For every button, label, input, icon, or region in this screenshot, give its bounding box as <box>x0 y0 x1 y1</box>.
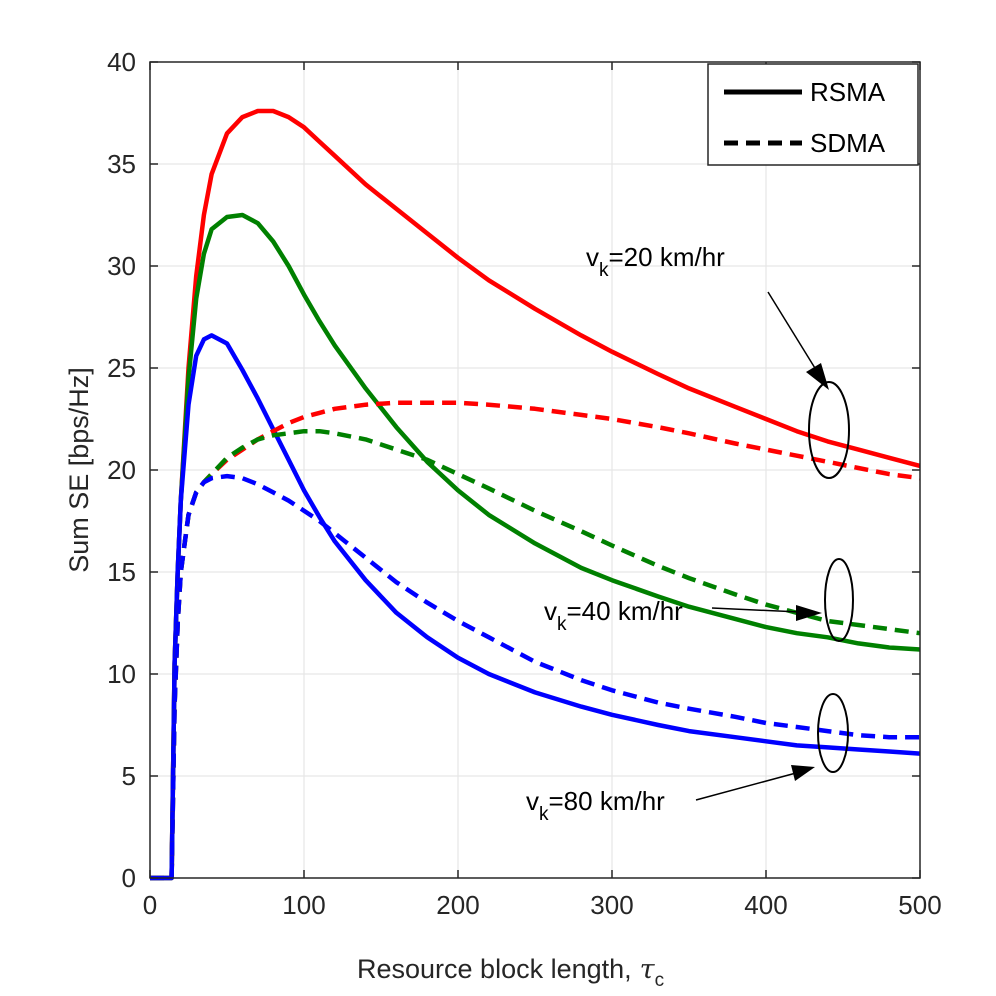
series-line-sdma-4 <box>150 428 921 881</box>
x-tick-label-300: 300 <box>590 890 633 920</box>
annotation-20kmhr: vk=20 km/hr <box>586 242 850 479</box>
annotation-arrow-40kmhr <box>711 607 801 613</box>
annotation-40kmhr: vk=40 km/hr <box>544 558 854 642</box>
legend-box <box>707 63 919 166</box>
annotation-80kmhr: vk=80 km/hr <box>526 693 849 825</box>
legend-label-rsma: RSMA <box>810 77 886 107</box>
series-layer <box>150 108 921 881</box>
y-tick-label-10: 10 <box>107 659 136 689</box>
y-tick-label-20: 20 <box>107 455 136 485</box>
y-axis-label: Sum SE [bps/Hz] <box>64 367 94 573</box>
x-axis-label: Resource block length, τc <box>357 954 664 991</box>
y-tick-label-25: 25 <box>107 353 136 383</box>
annotation-label-20kmhr: vk=20 km/hr <box>586 242 725 281</box>
annotation-ellipse-20kmhr <box>808 381 850 479</box>
y-tick-label-0: 0 <box>122 863 136 893</box>
x-tick-label-400: 400 <box>744 890 787 920</box>
x-tick-label-500: 500 <box>898 890 941 920</box>
axis-ticks: 0 100 200 300 400 500 0 5 10 15 20 25 30 35 40 <box>107 47 942 920</box>
annotation-label-40kmhr: vk=40 km/hr <box>544 596 683 635</box>
x-tick-label-200: 200 <box>436 890 479 920</box>
x-tick-label-0: 0 <box>143 890 157 920</box>
annotation-label-80kmhr: vk=80 km/hr <box>526 786 665 825</box>
y-tick-label-30: 30 <box>107 251 136 281</box>
legend-label-sdma: SDMA <box>810 128 886 158</box>
y-tick-label-40: 40 <box>107 47 136 77</box>
annotation-arrowhead-40kmhr <box>796 605 822 621</box>
series-line-rsma-2 <box>150 333 921 881</box>
annotation-ellipse-40kmhr <box>824 558 854 642</box>
y-tick-label-35: 35 <box>107 149 136 179</box>
y-tick-label-5: 5 <box>122 761 136 791</box>
annotation-arrow-80kmhr <box>695 772 797 801</box>
legend: RSMA SDMA <box>707 63 919 166</box>
x-tick-label-100: 100 <box>282 890 325 920</box>
series-line-sdma-3 <box>150 400 921 881</box>
y-tick-label-15: 15 <box>107 557 136 587</box>
annotation-ellipse-80kmhr <box>817 693 849 773</box>
annotation-arrow-20kmhr <box>767 291 819 374</box>
annotation-arrowhead-80kmhr <box>791 765 815 781</box>
